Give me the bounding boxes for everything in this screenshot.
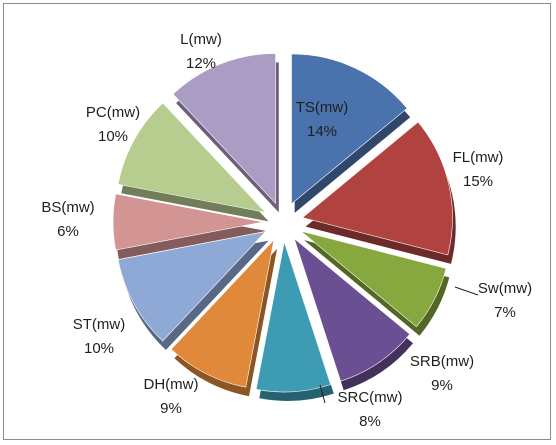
slice-percent-label: 8% [359,413,381,430]
slice-percent-label: 9% [431,377,453,394]
slice-percent-label: 14% [307,123,337,140]
slice-name-label: Sw(mw) [478,280,532,297]
label-leader-line [454,286,479,296]
pie-slice[interactable] [172,53,276,205]
slice-percent-label: 7% [494,304,516,321]
slice-group [112,53,453,393]
slice-name-label: L(mw) [180,31,222,48]
slice-name-label: DH(mw) [144,376,199,393]
slice-name-label: ST(mw) [73,316,126,333]
pie-slice[interactable] [293,237,411,382]
slice-percent-label: 9% [160,400,182,417]
pie-slice[interactable] [255,241,331,393]
slice-name-label: TS(mw) [296,99,349,116]
pie-slice[interactable] [301,121,453,256]
pie-slice[interactable] [170,238,275,388]
slice-name-label: PC(mw) [86,104,140,121]
label-leader-line [319,384,326,404]
pie-slice[interactable] [117,231,267,342]
pie-slice[interactable] [300,230,447,328]
slice-name-label: BS(mw) [41,199,94,216]
slice-percent-label: 6% [57,223,79,240]
slice-percent-label: 10% [98,128,128,145]
pie-slice[interactable] [117,102,267,213]
slice-name-label: SRB(mw) [410,353,474,370]
pie-slice[interactable] [112,193,264,251]
pie-slice[interactable] [291,53,408,205]
slice-percent-label: 10% [84,340,114,357]
slice-percent-label: 15% [463,173,493,190]
slice-name-label: FL(mw) [453,149,504,166]
slice-name-label: SRC(mw) [338,389,403,406]
slice-percent-label: 12% [186,55,216,72]
